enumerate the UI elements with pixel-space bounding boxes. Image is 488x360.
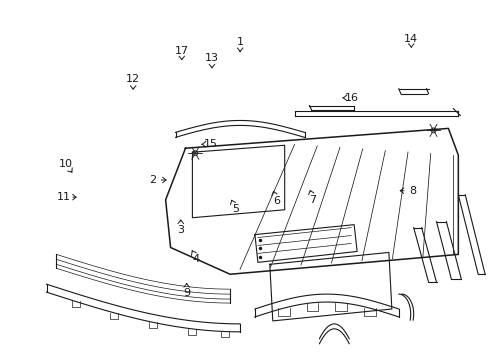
Text: 15: 15 [203,139,218,149]
Text: 17: 17 [174,46,188,56]
Text: 14: 14 [404,34,418,44]
Text: 16: 16 [344,93,358,103]
Text: 2: 2 [149,175,156,185]
Text: 11: 11 [57,192,71,202]
Text: 13: 13 [204,53,219,63]
Text: 8: 8 [408,186,415,196]
Text: 1: 1 [236,37,243,48]
Text: 5: 5 [231,203,238,213]
Text: 6: 6 [272,197,280,206]
Text: 3: 3 [177,225,184,235]
Text: 7: 7 [309,195,316,204]
Text: 9: 9 [183,288,190,297]
Text: 12: 12 [126,74,140,84]
Text: 4: 4 [192,253,200,264]
Text: 10: 10 [59,159,73,169]
